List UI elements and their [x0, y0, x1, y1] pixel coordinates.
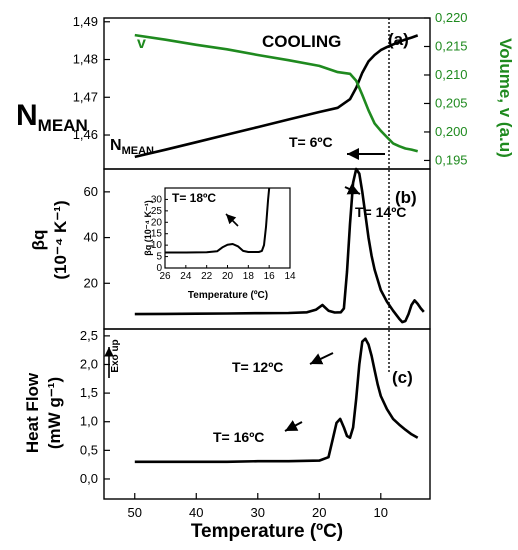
- panel-a-label: (a): [388, 30, 409, 49]
- t18-label: T= 18ºC: [172, 191, 216, 205]
- a-ytick-left-label: 1,49: [73, 14, 98, 29]
- panel-c-frame: [103, 328, 431, 500]
- inset-xtick-label: 20: [222, 271, 234, 282]
- panel-a-ticks: 1,46 1,47 1,48 1,49 0,195 0,200 0,205 0,210 0,21…: [73, 10, 468, 167]
- inset-ytick-label: 25: [151, 206, 163, 217]
- t16-label: T= 16ºC: [213, 429, 264, 445]
- panel-c-label: (c): [392, 368, 413, 387]
- a-ytick-right-label: 0,200: [435, 124, 468, 139]
- y-label-n-mean-sub: MEAN: [38, 116, 88, 135]
- series-heat-flow: [134, 337, 419, 464]
- c-xtick-label: 10: [374, 505, 388, 520]
- series-v: [134, 33, 419, 153]
- c-ytick-label: 2,5: [80, 328, 98, 343]
- panel-c-ticks: 0,0 0,5 1,0 1,5 2,0 2,5 50 40 30 20 10: [80, 328, 388, 520]
- inset-xtick-label: 16: [264, 271, 276, 282]
- c-ytick-label: 1,5: [80, 385, 98, 400]
- a-ytick-right-label: 0,215: [435, 38, 468, 53]
- series-beta-q: [134, 167, 425, 324]
- c-xtick-label: 30: [251, 505, 265, 520]
- exo-up-label: Exo up: [110, 339, 121, 372]
- series-NMEAN: [134, 34, 419, 159]
- n-mean-curve-label: NMEAN: [110, 137, 154, 157]
- inset-series: [165, 187, 271, 254]
- b-ytick-label: 20: [84, 275, 98, 290]
- inset-ytick-label: 5: [156, 252, 162, 263]
- inset-ytick-label: 20: [151, 217, 163, 228]
- t12-label: T= 12ºC: [232, 359, 283, 375]
- inset-x-label: Temperature (ºC): [188, 290, 268, 301]
- inset-ytick-label: 15: [151, 229, 163, 240]
- b-ytick-label: 60: [84, 184, 98, 199]
- curves: [134, 33, 425, 464]
- n-mean-curve-sub: MEAN: [122, 145, 154, 157]
- a-ytick-right-label: 0,195: [435, 152, 468, 167]
- t18-arrow: [225, 213, 239, 227]
- a-ytick-left-label: 1,47: [73, 89, 98, 104]
- panel-b-label: (b): [395, 188, 417, 207]
- v-curve-label: v: [137, 35, 146, 52]
- c-ytick-label: 0,0: [80, 471, 98, 486]
- c-ytick-label: 1,0: [80, 414, 98, 429]
- c-xtick-label: 50: [128, 505, 142, 520]
- t12-arrow: [309, 352, 334, 365]
- inset-xtick-label: 26: [159, 271, 171, 282]
- c-xtick-label: 40: [189, 505, 203, 520]
- b-ytick-label: 40: [84, 230, 98, 245]
- cooling-label: COOLING: [262, 32, 341, 51]
- t14-label: T= 14ºC: [355, 204, 406, 220]
- inset-ytick-label: 0: [156, 263, 162, 274]
- a-ytick-left-label: 1,48: [73, 52, 98, 67]
- y-label-heat-flow-unit: (mW g⁻¹): [45, 377, 64, 449]
- n-mean-curve-n: N: [110, 137, 122, 154]
- y-label-beta-unit: (10⁻⁴ K⁻¹): [51, 200, 70, 279]
- inset-xtick-label: 14: [284, 271, 296, 282]
- t16-arrow: [284, 420, 303, 432]
- t14-arrow: [344, 183, 361, 195]
- t6-label: T= 6ºC: [289, 134, 333, 150]
- inset-ytick-label: 30: [151, 194, 163, 205]
- inset-xtick-label: 18: [243, 271, 255, 282]
- a-ytick-right-label: 0,210: [435, 67, 468, 82]
- c-ytick-label: 2,0: [80, 356, 98, 371]
- a-ytick-left-label: 1,46: [73, 127, 98, 142]
- y-label-n-mean-main: NMEAN: [16, 99, 88, 135]
- c-xtick-label: 20: [312, 505, 326, 520]
- inset-y-label: βq (10⁻⁴ K⁻¹): [143, 200, 153, 255]
- y-label-n-mean-n: N: [16, 99, 38, 132]
- x-axis-label: Temperature (ºC): [191, 521, 343, 542]
- y-label-beta: βq: [29, 230, 48, 251]
- inset-xtick-label: 24: [180, 271, 192, 282]
- a-ytick-right-label: 0,220: [435, 10, 468, 25]
- inset-xtick-label: 22: [201, 271, 213, 282]
- panel-b-ticks: 20 40 60: [84, 184, 110, 290]
- inset-ytick-label: 10: [151, 240, 163, 251]
- a-ytick-right-label: 0,205: [435, 95, 468, 110]
- y-label-volume: Volume, v (a.u): [496, 38, 515, 158]
- y-label-heat-flow: Heat Flow: [23, 372, 42, 453]
- c-ytick-label: 0,5: [80, 442, 98, 457]
